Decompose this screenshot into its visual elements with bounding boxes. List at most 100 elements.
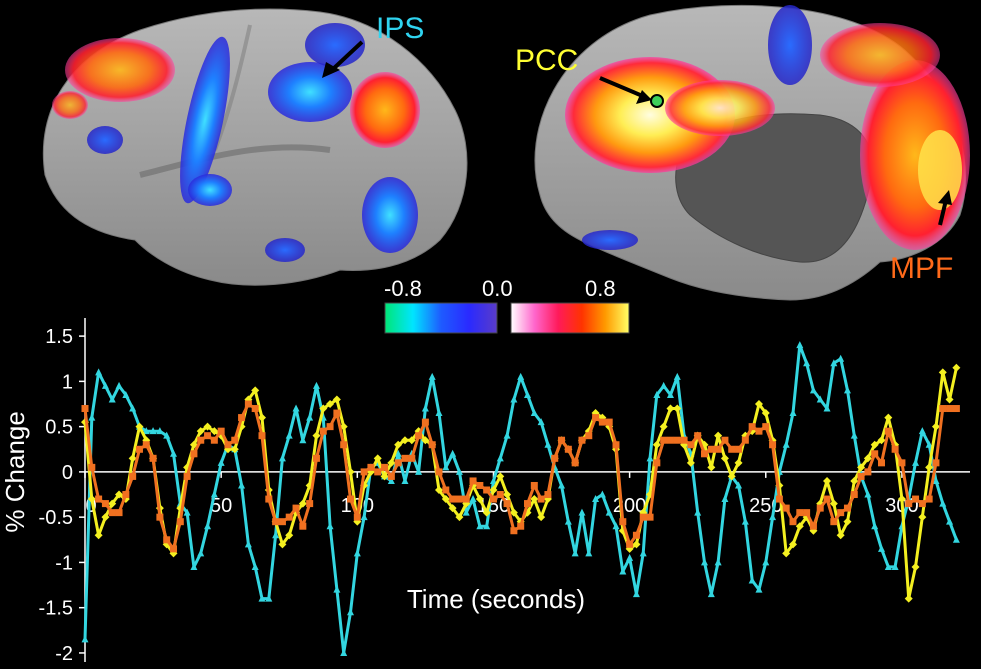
data-point-orange [789, 518, 797, 526]
time-series-chart: 1.510.50-0.5-1-1.5-2 0 50 100 150 200 250 300 … [0, 318, 970, 665]
data-point-orange [918, 500, 926, 508]
data-point-yellow [448, 504, 457, 513]
lateral-brain-view: IPS [42, 8, 468, 286]
data-point-orange [864, 468, 872, 476]
data-point-orange [285, 513, 293, 521]
data-point-cyan [748, 576, 756, 584]
motor-cold-strip [180, 36, 230, 204]
data-point-cyan [183, 508, 191, 516]
data-point-orange [197, 436, 205, 444]
data-point-orange [292, 504, 300, 512]
data-point-cyan [741, 517, 749, 525]
data-point-cyan [816, 395, 824, 403]
data-point-cyan [782, 440, 790, 448]
data-point-yellow [897, 495, 906, 504]
data-point-orange [537, 495, 545, 503]
data-point-orange [612, 441, 620, 449]
data-point-yellow [877, 436, 886, 445]
data-point-orange [496, 491, 504, 499]
data-point-cyan [939, 499, 947, 507]
colorbar-positive [510, 302, 630, 334]
frontal-hot-blob [65, 38, 175, 102]
data-point-yellow [931, 422, 940, 431]
data-point-orange [857, 472, 865, 480]
data-point-cyan [626, 553, 634, 561]
y-tick-label: -1 [55, 552, 73, 574]
data-point-yellow [938, 368, 947, 377]
data-point-orange [81, 405, 89, 413]
data-point-orange [653, 459, 661, 467]
data-point-orange [231, 436, 239, 444]
data-point-cyan [544, 440, 552, 448]
data-point-cyan [537, 418, 545, 426]
data-point-orange [347, 495, 354, 503]
x-tick-label: 0 [85, 495, 96, 517]
superior-cold-blob [305, 23, 365, 67]
mpf-hot-core [918, 130, 962, 210]
temporal-hot-blob [52, 91, 88, 119]
data-point-orange [319, 427, 327, 435]
data-point-orange [830, 518, 838, 526]
data-point-yellow [400, 436, 409, 445]
medial-inferior-cold [582, 230, 638, 250]
data-point-yellow [475, 495, 484, 504]
data-point-yellow [945, 395, 954, 404]
data-point-orange [108, 509, 116, 517]
colorbar-pos-label: 0.8 [585, 276, 616, 301]
data-point-orange [741, 436, 749, 444]
data-point-orange [680, 436, 688, 444]
pcc-seed-marker [650, 94, 664, 108]
data-point-yellow [298, 499, 307, 508]
data-point-orange [748, 423, 756, 431]
y-axis-label: % Change [0, 411, 30, 532]
x-tick-label: 50 [210, 495, 232, 517]
data-point-yellow [373, 454, 382, 463]
data-point-cyan [755, 585, 763, 593]
data-point-orange [306, 500, 314, 508]
data-point-cyan [238, 481, 246, 489]
data-point-orange [224, 441, 232, 449]
data-point-cyan [170, 449, 177, 457]
data-point-cyan [735, 481, 743, 489]
data-point-orange [299, 522, 307, 530]
data-point-cyan [639, 549, 647, 557]
data-point-yellow [319, 404, 328, 413]
data-point-orange [394, 459, 402, 467]
y-tick-label: 1 [62, 371, 73, 393]
central-sulcus [213, 24, 252, 151]
data-point-cyan [823, 404, 831, 412]
data-point-orange [462, 495, 470, 503]
data-point-orange [544, 491, 552, 499]
data-point-orange [850, 491, 858, 499]
data-point-orange [714, 445, 722, 453]
data-point-yellow [326, 400, 335, 408]
data-point-orange [884, 427, 892, 435]
data-point-yellow [455, 513, 464, 522]
data-point-orange [558, 436, 566, 444]
data-point-cyan [462, 508, 470, 516]
data-point-cyan [421, 404, 429, 412]
data-point-yellow [135, 422, 144, 431]
data-point-orange [340, 441, 348, 449]
data-point-orange [939, 405, 947, 413]
ips-arrow-line [330, 40, 364, 72]
data-point-orange [455, 495, 463, 503]
data-point-orange [272, 518, 280, 526]
data-point-yellow [441, 495, 450, 504]
ips-label: IPS [376, 12, 424, 45]
data-point-yellow [714, 431, 723, 440]
data-point-orange [524, 500, 531, 508]
data-point-orange [333, 409, 341, 417]
data-point-orange [755, 427, 763, 435]
colorbar-negative [384, 302, 498, 334]
data-point-cyan [272, 531, 280, 539]
data-point-yellow [952, 363, 961, 372]
data-point-orange [135, 445, 143, 453]
pcc-arrow-head [636, 90, 652, 104]
data-point-yellow [857, 463, 866, 472]
data-point-yellow [843, 517, 852, 526]
data-point-cyan [428, 372, 436, 380]
data-point-yellow [435, 486, 443, 494]
data-point-orange [598, 418, 606, 426]
data-point-orange [176, 518, 184, 526]
